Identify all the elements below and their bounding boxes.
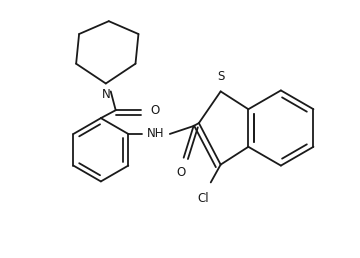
Text: O: O bbox=[176, 166, 185, 179]
Text: NH: NH bbox=[147, 127, 165, 140]
Text: S: S bbox=[217, 70, 224, 84]
Text: N: N bbox=[102, 88, 110, 101]
Text: Cl: Cl bbox=[197, 192, 209, 205]
Text: O: O bbox=[150, 104, 159, 117]
